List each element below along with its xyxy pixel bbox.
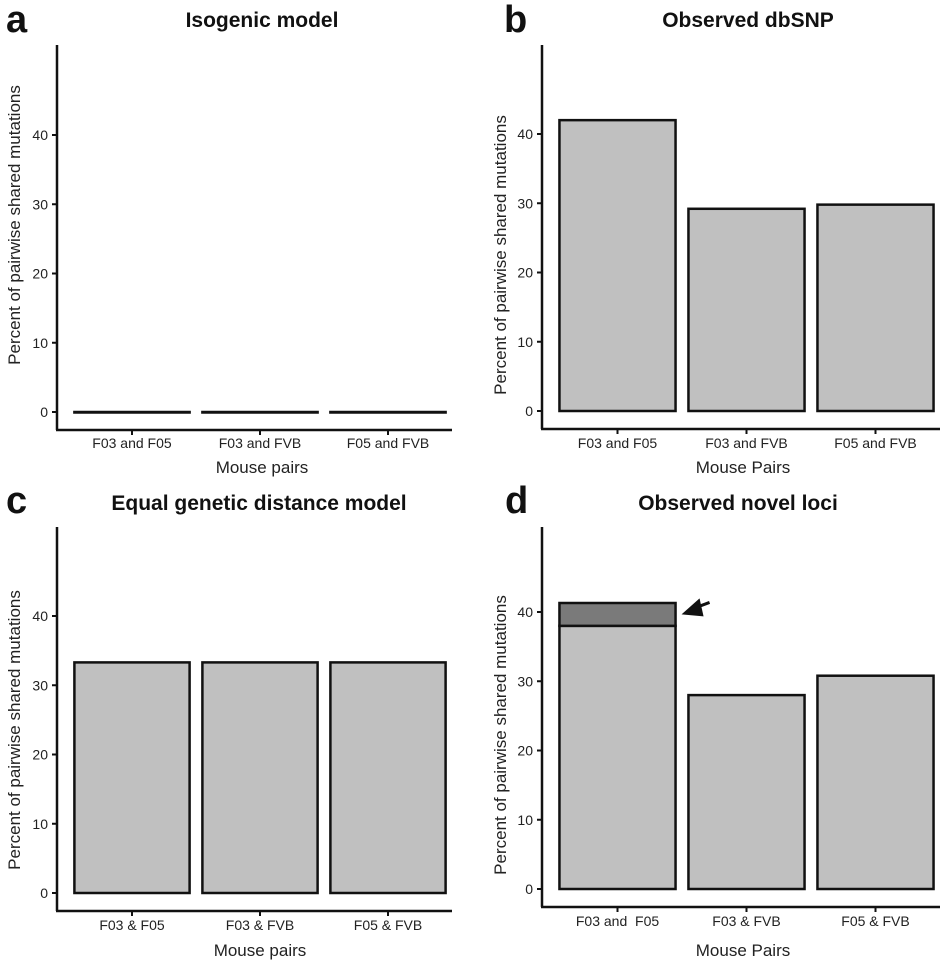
- bar-a-2: [329, 410, 447, 414]
- bar-d-0: [558, 624, 677, 891]
- bar-d-1: [687, 693, 806, 891]
- y-tick-label-c-3: 30: [32, 677, 48, 693]
- panel-letter-c: c: [6, 480, 27, 522]
- panel-c: c Equal genetic distance model Percent o…: [5, 480, 452, 960]
- y-tick-label-b-1: 10: [517, 334, 533, 350]
- bar-c-2: [329, 661, 447, 895]
- x-tick-label-c-1: F03 & FVB: [226, 917, 294, 933]
- x-axis-label-a: Mouse pairs: [216, 458, 309, 477]
- x-tick-label-a-2: F05 and FVB: [347, 435, 430, 451]
- y-tick-label-d-0: 0: [525, 881, 533, 897]
- x-tick-label-d-0: F03 and F05: [576, 913, 659, 929]
- arrow-head-d: [681, 598, 704, 617]
- y-tick-label-a-4: 40: [32, 127, 48, 143]
- y-tick-label-a-2: 20: [32, 266, 48, 282]
- y-tick-label-b-4: 40: [517, 126, 533, 142]
- y-axis-label-a: Percent of pairwise shared mutations: [5, 85, 24, 365]
- y-tick-label-a-1: 10: [32, 335, 48, 351]
- y-axis-label-d: Percent of pairwise shared mutations: [491, 595, 510, 875]
- panel-b: b Observed dbSNP Percent of pairwise sha…: [491, 0, 940, 477]
- x-tick-label-a-1: F03 and FVB: [219, 435, 302, 451]
- bar-a-1: [201, 410, 319, 414]
- y-tick-label-b-3: 30: [517, 195, 533, 211]
- y-tick-label-d-2: 20: [517, 743, 533, 759]
- plot-area-a: 0 10 20 30 40 F03 and F05 F03 and FVB F05 and F…: [32, 45, 452, 451]
- panel-title-c: Equal genetic distance model: [111, 492, 406, 515]
- y-tick-label-b-2: 20: [517, 265, 533, 281]
- x-axis-label-b: Mouse Pairs: [696, 458, 790, 477]
- y-tick-label-c-2: 20: [32, 747, 48, 763]
- plot-area-d: 0 10 20 30 40 F03 and F05 F03 & FVB F05 & FVB: [517, 527, 940, 929]
- y-axis-label-b: Percent of pairwise shared mutations: [491, 115, 510, 395]
- x-tick-label-c-0: F03 & F05: [99, 917, 165, 933]
- bar-b-2: [816, 203, 935, 413]
- x-tick-label-d-1: F03 & FVB: [712, 913, 780, 929]
- y-tick-label-d-1: 10: [517, 812, 533, 828]
- y-tick-label-c-0: 0: [40, 885, 48, 901]
- x-tick-label-b-1: F03 and FVB: [705, 435, 788, 451]
- y-tick-label-d-4: 40: [517, 604, 533, 620]
- x-axis-label-d: Mouse Pairs: [696, 941, 790, 960]
- bar-c-1: [201, 661, 319, 895]
- bar-c-0: [73, 661, 191, 895]
- y-tick-label-b-0: 0: [525, 403, 533, 419]
- x-tick-label-d-2: F05 & FVB: [841, 913, 909, 929]
- panel-a: a Isogenic model Percent of pairwise sha…: [5, 0, 452, 477]
- bar-a-0: [73, 410, 191, 414]
- panel-letter-a: a: [6, 0, 28, 41]
- panel-letter-d: d: [505, 480, 528, 522]
- x-tick-label-b-2: F05 and FVB: [834, 435, 917, 451]
- plot-area-c: 0 10 20 30 40 F03 & F05 F03 & FVB F05 & FVB: [32, 527, 452, 933]
- x-tick-label-c-2: F05 & FVB: [354, 917, 422, 933]
- y-tick-label-c-4: 40: [32, 608, 48, 624]
- panel-title-a: Isogenic model: [186, 9, 339, 32]
- y-tick-label-a-0: 0: [40, 404, 48, 420]
- panel-title-d: Observed novel loci: [638, 492, 838, 515]
- plot-area-b: 0 10 20 30 40 F03 and F05 F03 and FVB F05 and F…: [517, 45, 940, 451]
- panel-title-b: Observed dbSNP: [662, 9, 834, 32]
- x-tick-label-b-0: F03 and F05: [578, 435, 658, 451]
- panel-letter-b: b: [504, 0, 527, 41]
- bar-b-0: [558, 118, 677, 413]
- bar-d-2: [816, 674, 935, 891]
- y-tick-label-a-3: 30: [32, 196, 48, 212]
- y-tick-label-c-1: 10: [32, 816, 48, 832]
- bar-b-1: [687, 207, 806, 413]
- x-axis-label-c: Mouse pairs: [214, 941, 307, 960]
- y-axis-label-c: Percent of pairwise shared mutations: [5, 590, 24, 870]
- bar-segment-d-0: [558, 601, 677, 628]
- y-tick-label-d-3: 30: [517, 673, 533, 689]
- x-tick-label-a-0: F03 and F05: [92, 435, 172, 451]
- panel-d: d Observed novel loci Percent of pairwis…: [491, 480, 940, 960]
